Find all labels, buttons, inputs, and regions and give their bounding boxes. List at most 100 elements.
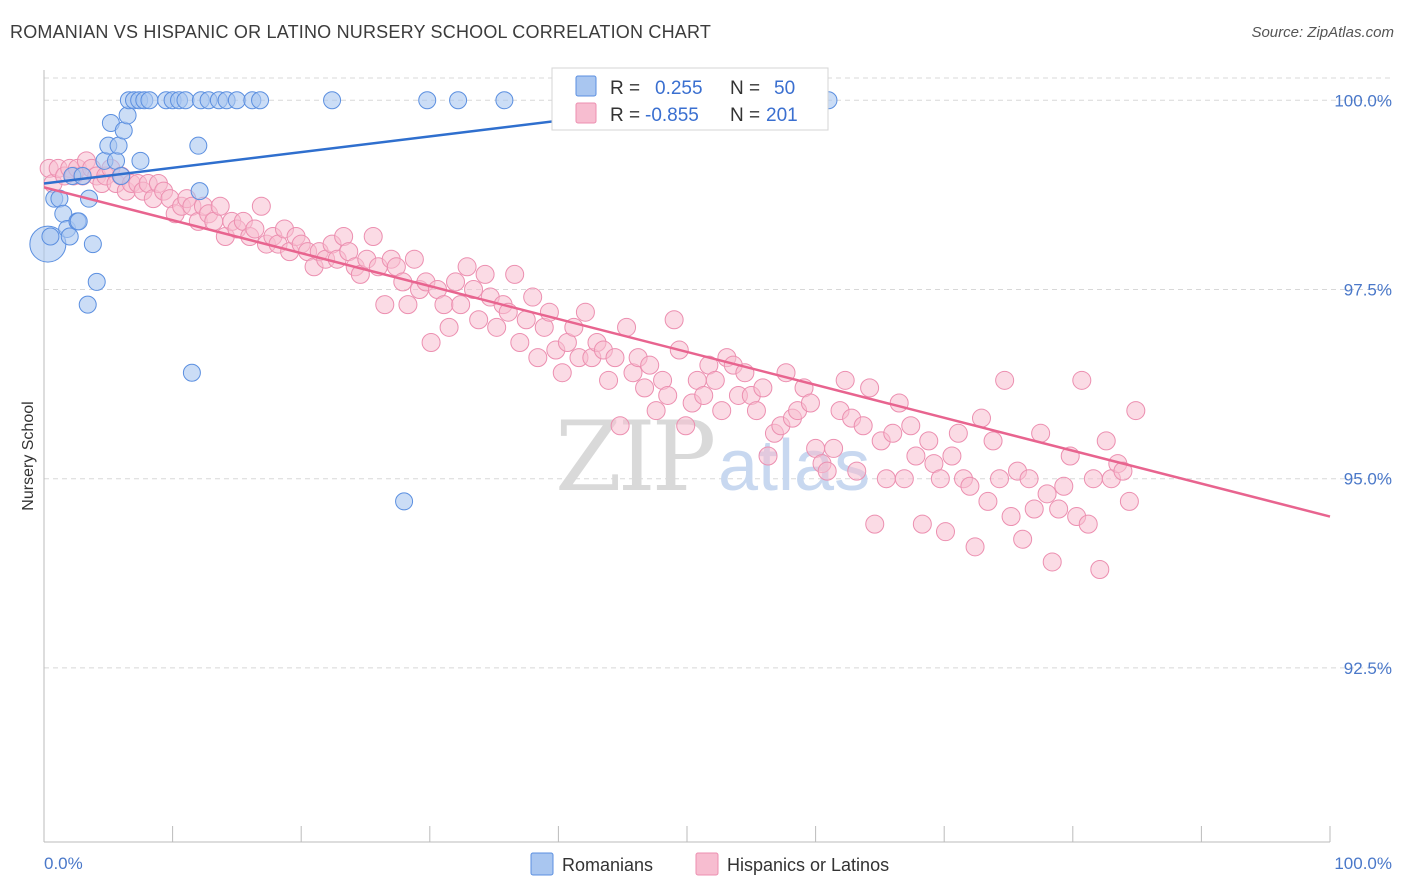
romanians-point xyxy=(323,91,342,110)
romanians-point xyxy=(107,151,126,170)
hispanics-point xyxy=(1078,514,1098,534)
romanians-point xyxy=(182,363,201,382)
hispanics-point xyxy=(712,401,732,421)
source-label: Source: ZipAtlas.com xyxy=(1251,24,1394,41)
romanians-point xyxy=(418,91,437,110)
romanians-point xyxy=(131,151,150,170)
hispanics-point xyxy=(1019,469,1039,489)
romanians-point xyxy=(109,136,128,155)
hispanics-point xyxy=(894,469,914,489)
hispanics-point xyxy=(883,423,903,443)
y-tick-label: 100.0% xyxy=(1334,91,1392,110)
legend-romanians-n-value: 50 xyxy=(774,78,795,99)
hispanics-point xyxy=(919,431,939,451)
hispanics-point xyxy=(800,393,820,413)
romanians-point xyxy=(78,295,97,314)
hispanics-point xyxy=(676,416,696,436)
legend-hispanics-r-label: R = xyxy=(610,105,640,126)
hispanics-point xyxy=(475,264,495,284)
hispanics-point xyxy=(487,317,507,337)
hispanics-point xyxy=(505,264,525,284)
hispanics-point xyxy=(1054,476,1074,496)
hispanics-point xyxy=(664,310,684,330)
hispanics-point xyxy=(1090,560,1110,580)
hispanics-point xyxy=(758,446,778,466)
hispanics-point xyxy=(1024,499,1044,519)
romanians-point xyxy=(395,492,414,511)
hispanics-point xyxy=(965,537,985,557)
hispanics-point xyxy=(860,378,880,398)
hispanics-point xyxy=(835,370,855,390)
hispanics-point xyxy=(552,363,572,383)
y-tick-label: 95.0% xyxy=(1344,470,1392,489)
y-tick-label: 92.5% xyxy=(1344,659,1392,678)
hispanics-point xyxy=(853,416,873,436)
hispanics-point xyxy=(398,295,418,315)
hispanics-point xyxy=(889,393,909,413)
bottom-legend-romanians: Romanians xyxy=(562,855,653,875)
hispanics-point xyxy=(635,378,655,398)
romanians-point xyxy=(140,91,159,110)
romanians-points xyxy=(29,91,838,511)
x-tick-label-max: 100.0% xyxy=(1334,854,1392,873)
hispanics-point xyxy=(1001,507,1021,527)
y-axis-label: Nursery School xyxy=(20,401,37,510)
hispanics-point xyxy=(605,348,625,368)
legend-romanians-r-label: R = xyxy=(610,78,640,99)
romanians-point xyxy=(69,212,88,231)
romanians-point xyxy=(87,272,106,291)
hispanics-points xyxy=(39,151,1146,580)
legend-box xyxy=(551,67,829,131)
hispanics-point xyxy=(421,332,441,352)
hispanics-point xyxy=(210,196,230,216)
hispanics-point xyxy=(245,219,265,239)
hispanics-point xyxy=(1013,529,1033,549)
hispanics-point xyxy=(251,196,271,216)
hispanics-point xyxy=(824,438,844,458)
bottom-legend-swatch-romanians xyxy=(530,852,554,876)
hispanics-point xyxy=(746,401,766,421)
legend-swatch-romanians xyxy=(575,75,597,97)
correlation-legend: R = 0.255 N = 50 R = -0.855 N = 201 xyxy=(551,67,829,131)
romanians-point xyxy=(114,121,133,140)
hispanics-point xyxy=(1037,484,1057,504)
hispanics-point xyxy=(599,370,619,390)
hispanics-point xyxy=(901,416,921,436)
hispanics-point xyxy=(995,370,1015,390)
romanians-point xyxy=(190,182,209,201)
legend-hispanics-n-value: 201 xyxy=(766,105,798,126)
hispanics-point xyxy=(375,295,395,315)
legend-hispanics-r-value: -0.855 xyxy=(645,105,699,126)
hispanics-point xyxy=(363,227,383,247)
chart-title: ROMANIAN VS HISPANIC OR LATINO NURSERY S… xyxy=(10,22,712,42)
romanians-point xyxy=(449,91,468,110)
romanians-point xyxy=(176,91,195,110)
hispanics-point xyxy=(404,249,424,269)
hispanics-point xyxy=(930,469,950,489)
hispanics-point xyxy=(469,310,489,330)
hispanics-point xyxy=(983,431,1003,451)
hispanics-point xyxy=(528,348,548,368)
romanians-point xyxy=(118,106,137,125)
hispanics-point xyxy=(817,461,837,481)
romanians-point xyxy=(83,235,102,254)
x-axis-ticks: 0.0% 100.0% xyxy=(43,826,1392,873)
hispanics-point xyxy=(935,522,955,542)
hispanics-point xyxy=(948,423,968,443)
romanians-point xyxy=(60,227,79,246)
hispanics-point xyxy=(978,491,998,511)
romanians-point xyxy=(189,136,208,155)
hispanics-point xyxy=(1083,469,1103,489)
romanians-point xyxy=(41,227,60,246)
hispanics-point xyxy=(960,476,980,496)
bottom-legend-swatch-hispanics xyxy=(695,852,719,876)
hispanics-point xyxy=(847,461,867,481)
hispanics-point xyxy=(1042,552,1062,572)
hispanics-trend-line xyxy=(43,186,1331,518)
hispanics-point xyxy=(1113,461,1133,481)
y-axis-ticks: 92.5% 95.0% 97.5% 100.0% xyxy=(1334,91,1392,678)
bottom-legend-hispanics: Hispanics or Latinos xyxy=(727,855,889,875)
y-tick-label: 97.5% xyxy=(1344,280,1392,299)
romanians-point xyxy=(251,91,270,110)
